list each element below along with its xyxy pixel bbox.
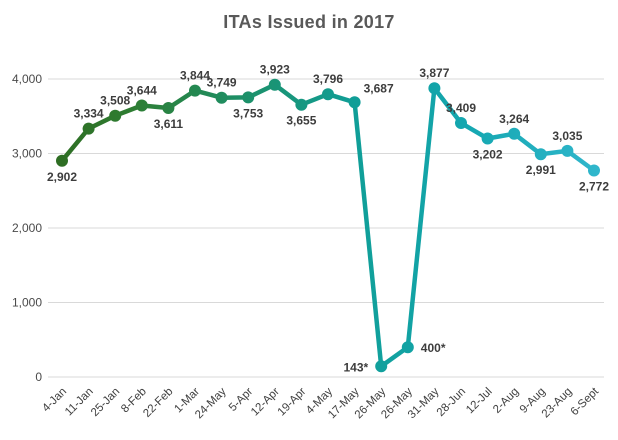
data-point-label: 143*: [343, 360, 368, 374]
data-point-marker: [375, 360, 388, 373]
data-point-marker: [189, 84, 201, 97]
data-point-label: 3,334: [74, 107, 104, 121]
data-point-marker: [561, 144, 574, 157]
data-point-marker: [295, 98, 308, 111]
data-point-label: 2,902: [47, 170, 77, 184]
data-point-label: 3,923: [260, 63, 290, 77]
data-point-marker: [82, 122, 95, 135]
x-axis-tick-label: 28-Jun: [435, 386, 468, 419]
data-point-label: 3,202: [473, 148, 503, 162]
data-point-marker: [56, 154, 68, 167]
series-line: [59, 82, 597, 369]
x-axis-tick-label: 23-Aug: [540, 386, 575, 421]
x-axis-tick-label: 2-Aug: [491, 386, 521, 416]
data-point-label: 2,991: [526, 163, 556, 177]
data-point-label: 3,749: [207, 76, 237, 90]
y-axis-tick-label: 3,000: [12, 147, 42, 161]
data-point-label: 3,264: [499, 112, 529, 126]
data-point-marker: [455, 117, 467, 129]
y-axis-tick-label: 4,000: [12, 72, 42, 86]
data-point-marker: [268, 78, 281, 91]
data-point-label: 3,655: [286, 114, 316, 128]
x-axis-tick-label: 12-Apr: [249, 386, 282, 419]
data-point-marker: [162, 102, 175, 114]
data-point-marker: [242, 91, 255, 104]
data-point-marker: [534, 148, 547, 161]
data-point-marker: [401, 341, 414, 354]
data-point-marker: [588, 164, 600, 177]
x-axis-tick-label: 25-Jan: [89, 386, 122, 419]
data-point-marker: [481, 132, 494, 145]
data-point-marker: [322, 88, 334, 101]
data-point-marker: [348, 96, 361, 109]
data-point-label: 3,508: [100, 94, 130, 108]
data-point-label: 3,035: [552, 129, 582, 143]
x-axis-tick-label: 22-Feb: [141, 386, 175, 420]
data-point-label: 3,644: [127, 84, 157, 98]
x-axis-tick-label: 6-Sept: [569, 385, 602, 418]
data-point-label: 3,877: [419, 66, 449, 80]
data-point-label: 3,409: [446, 101, 476, 115]
y-axis-tick-label: 2,000: [12, 221, 42, 235]
data-point-label: 3,844: [180, 69, 210, 83]
data-point-marker: [135, 99, 148, 112]
data-point-marker: [109, 109, 122, 122]
data-point-marker: [508, 127, 521, 140]
data-point-label: 3,796: [313, 72, 343, 86]
chart-title: ITAs Issued in 2017: [223, 12, 395, 32]
data-point-label: 400*: [421, 341, 446, 355]
y-axis-tick-label: 0: [35, 370, 42, 384]
data-point-label: 2,772: [579, 180, 609, 194]
data-point-marker: [428, 82, 441, 95]
y-axis-tick-label: 1,000: [12, 296, 42, 310]
x-axis-tick-label: 19-Apr: [276, 386, 309, 419]
data-point-marker: [215, 91, 228, 104]
data-point-label: 3,611: [154, 117, 184, 131]
x-axis-tick-label: 12-Jul: [464, 386, 495, 417]
data-point-label: 3,753: [233, 106, 263, 120]
data-point-label: 3,687: [364, 81, 394, 95]
